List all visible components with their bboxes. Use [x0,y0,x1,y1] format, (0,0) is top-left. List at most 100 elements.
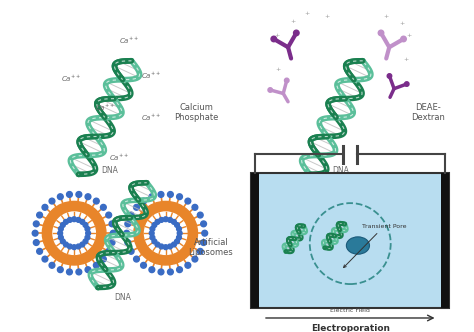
Circle shape [185,198,191,204]
Circle shape [177,231,182,236]
Circle shape [149,194,155,200]
Circle shape [58,226,63,231]
Circle shape [268,88,273,92]
Circle shape [167,269,173,275]
Circle shape [64,219,68,224]
Circle shape [125,240,131,245]
Circle shape [185,262,191,268]
Circle shape [106,212,111,218]
Text: DNA: DNA [333,166,349,175]
Circle shape [387,74,392,78]
Circle shape [76,244,81,249]
Circle shape [93,262,99,268]
Text: Ca$^{++}$: Ca$^{++}$ [119,35,139,45]
Circle shape [85,267,91,273]
Circle shape [177,267,182,273]
Circle shape [163,245,168,250]
Circle shape [42,202,106,265]
Text: Ca$^{++}$: Ca$^{++}$ [141,113,161,123]
Bar [251,173,449,308]
Text: Ca$^{++}$: Ca$^{++}$ [95,103,115,113]
Circle shape [168,244,173,249]
Circle shape [197,248,203,254]
Circle shape [76,269,82,275]
Circle shape [42,205,48,210]
Circle shape [134,205,139,210]
Bar [251,173,259,308]
Text: Electroporation: Electroporation [311,324,390,332]
Circle shape [66,192,73,197]
Text: Transient Pore: Transient Pore [344,224,406,268]
Circle shape [125,221,131,227]
Ellipse shape [346,237,370,254]
Text: +: + [403,57,408,62]
Circle shape [85,194,91,200]
Circle shape [177,226,182,231]
Circle shape [141,198,146,204]
Circle shape [152,239,157,244]
Text: Ca$^{++}$: Ca$^{++}$ [109,153,129,163]
Circle shape [33,221,39,227]
Text: Artificial
Liposomes: Artificial Liposomes [189,238,233,257]
Text: Ca$^{++}$: Ca$^{++}$ [141,71,161,81]
Circle shape [177,235,182,240]
Circle shape [168,217,173,222]
Circle shape [174,239,179,244]
Circle shape [36,196,112,271]
Circle shape [124,230,129,236]
Circle shape [76,217,81,222]
Text: Calcium
Phosphate: Calcium Phosphate [174,103,219,123]
Circle shape [404,82,409,86]
Circle shape [150,226,155,231]
Circle shape [134,202,198,265]
Circle shape [93,198,99,204]
Circle shape [58,231,63,236]
Circle shape [293,30,299,36]
Circle shape [172,242,176,247]
Circle shape [61,239,65,244]
Circle shape [72,245,77,250]
Circle shape [83,239,88,244]
Circle shape [57,194,63,200]
Circle shape [159,217,164,222]
Circle shape [53,212,95,254]
Circle shape [100,256,106,262]
Bar [441,173,449,308]
Circle shape [85,235,90,240]
Text: +: + [274,33,279,38]
Circle shape [36,248,43,254]
Circle shape [150,235,155,240]
Text: Electric Field: Electric Field [330,308,370,313]
Circle shape [192,256,198,262]
Circle shape [141,262,146,268]
Text: +: + [276,67,281,72]
Text: DNA: DNA [114,293,131,302]
Circle shape [201,240,207,245]
Circle shape [36,212,43,218]
Circle shape [158,192,164,197]
Circle shape [201,221,207,227]
Circle shape [172,219,176,224]
Circle shape [61,222,65,227]
Circle shape [378,30,384,36]
Text: DEAE-
Dextran: DEAE- Dextran [411,103,445,123]
Circle shape [134,256,139,262]
Circle shape [149,231,154,236]
Circle shape [163,217,168,222]
Circle shape [109,221,115,227]
Circle shape [145,212,187,254]
Circle shape [33,240,39,245]
Circle shape [202,230,208,236]
Bar [251,173,449,308]
Text: +: + [399,21,404,26]
Circle shape [66,269,73,275]
Text: +: + [290,19,295,24]
Circle shape [155,219,160,224]
Circle shape [64,242,68,247]
Text: Ca$^{++}$: Ca$^{++}$ [61,74,81,84]
Text: +: + [384,14,389,19]
Circle shape [80,242,85,247]
Circle shape [106,248,111,254]
Circle shape [76,192,82,197]
Circle shape [167,192,173,197]
